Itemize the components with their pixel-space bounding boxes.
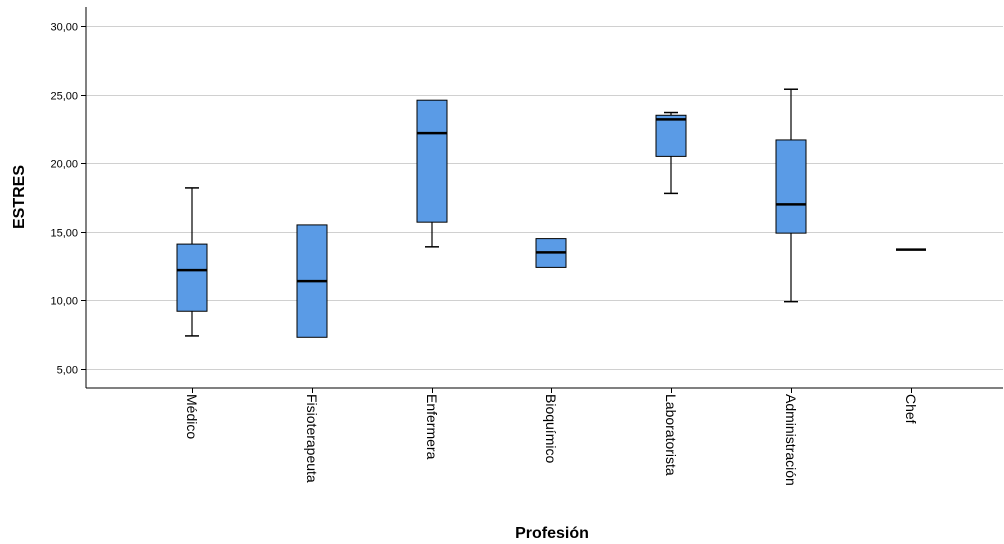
iqr-box bbox=[775, 139, 807, 234]
box-6 bbox=[775, 88, 807, 303]
x-tick-label: Bioquímico bbox=[543, 394, 559, 463]
box-1 bbox=[176, 187, 208, 337]
x-tick-label: Laboratorista bbox=[663, 394, 679, 476]
box-4 bbox=[535, 238, 567, 268]
y-tick-label: 15,00 bbox=[50, 228, 78, 240]
gridlines bbox=[86, 26, 1003, 370]
box-3 bbox=[416, 99, 448, 248]
y-tick-label: 30,00 bbox=[50, 22, 78, 34]
y-tick-label: 10,00 bbox=[50, 296, 78, 308]
plot-area bbox=[86, 7, 1003, 388]
y-tick-label: 25,00 bbox=[50, 91, 78, 103]
x-tick-label: Chef bbox=[903, 394, 919, 424]
y-axis-title: ESTRES bbox=[11, 165, 28, 229]
iqr-box bbox=[176, 243, 208, 312]
box-5 bbox=[655, 111, 687, 195]
box-2 bbox=[296, 224, 328, 338]
y-ticks: 5,00 10,00 15,00 20,00 25,00 30,00 bbox=[50, 22, 86, 377]
boxes bbox=[176, 88, 926, 338]
iqr-box bbox=[416, 99, 448, 223]
x-tick-label: Fisioterapeuta bbox=[304, 394, 320, 483]
y-tick-label: 20,00 bbox=[50, 159, 78, 171]
x-axis-title: Profesión bbox=[515, 525, 589, 542]
x-tick-label: Administración bbox=[783, 394, 799, 486]
y-tick-label: 5,00 bbox=[57, 365, 78, 377]
iqr-box bbox=[655, 114, 687, 157]
x-tick-label: Médico bbox=[184, 394, 200, 439]
x-tick-label: Enfermera bbox=[424, 394, 440, 460]
x-tick-labels: Médico Fisioterapeuta Enfermera Bioquímico L… bbox=[184, 388, 919, 486]
